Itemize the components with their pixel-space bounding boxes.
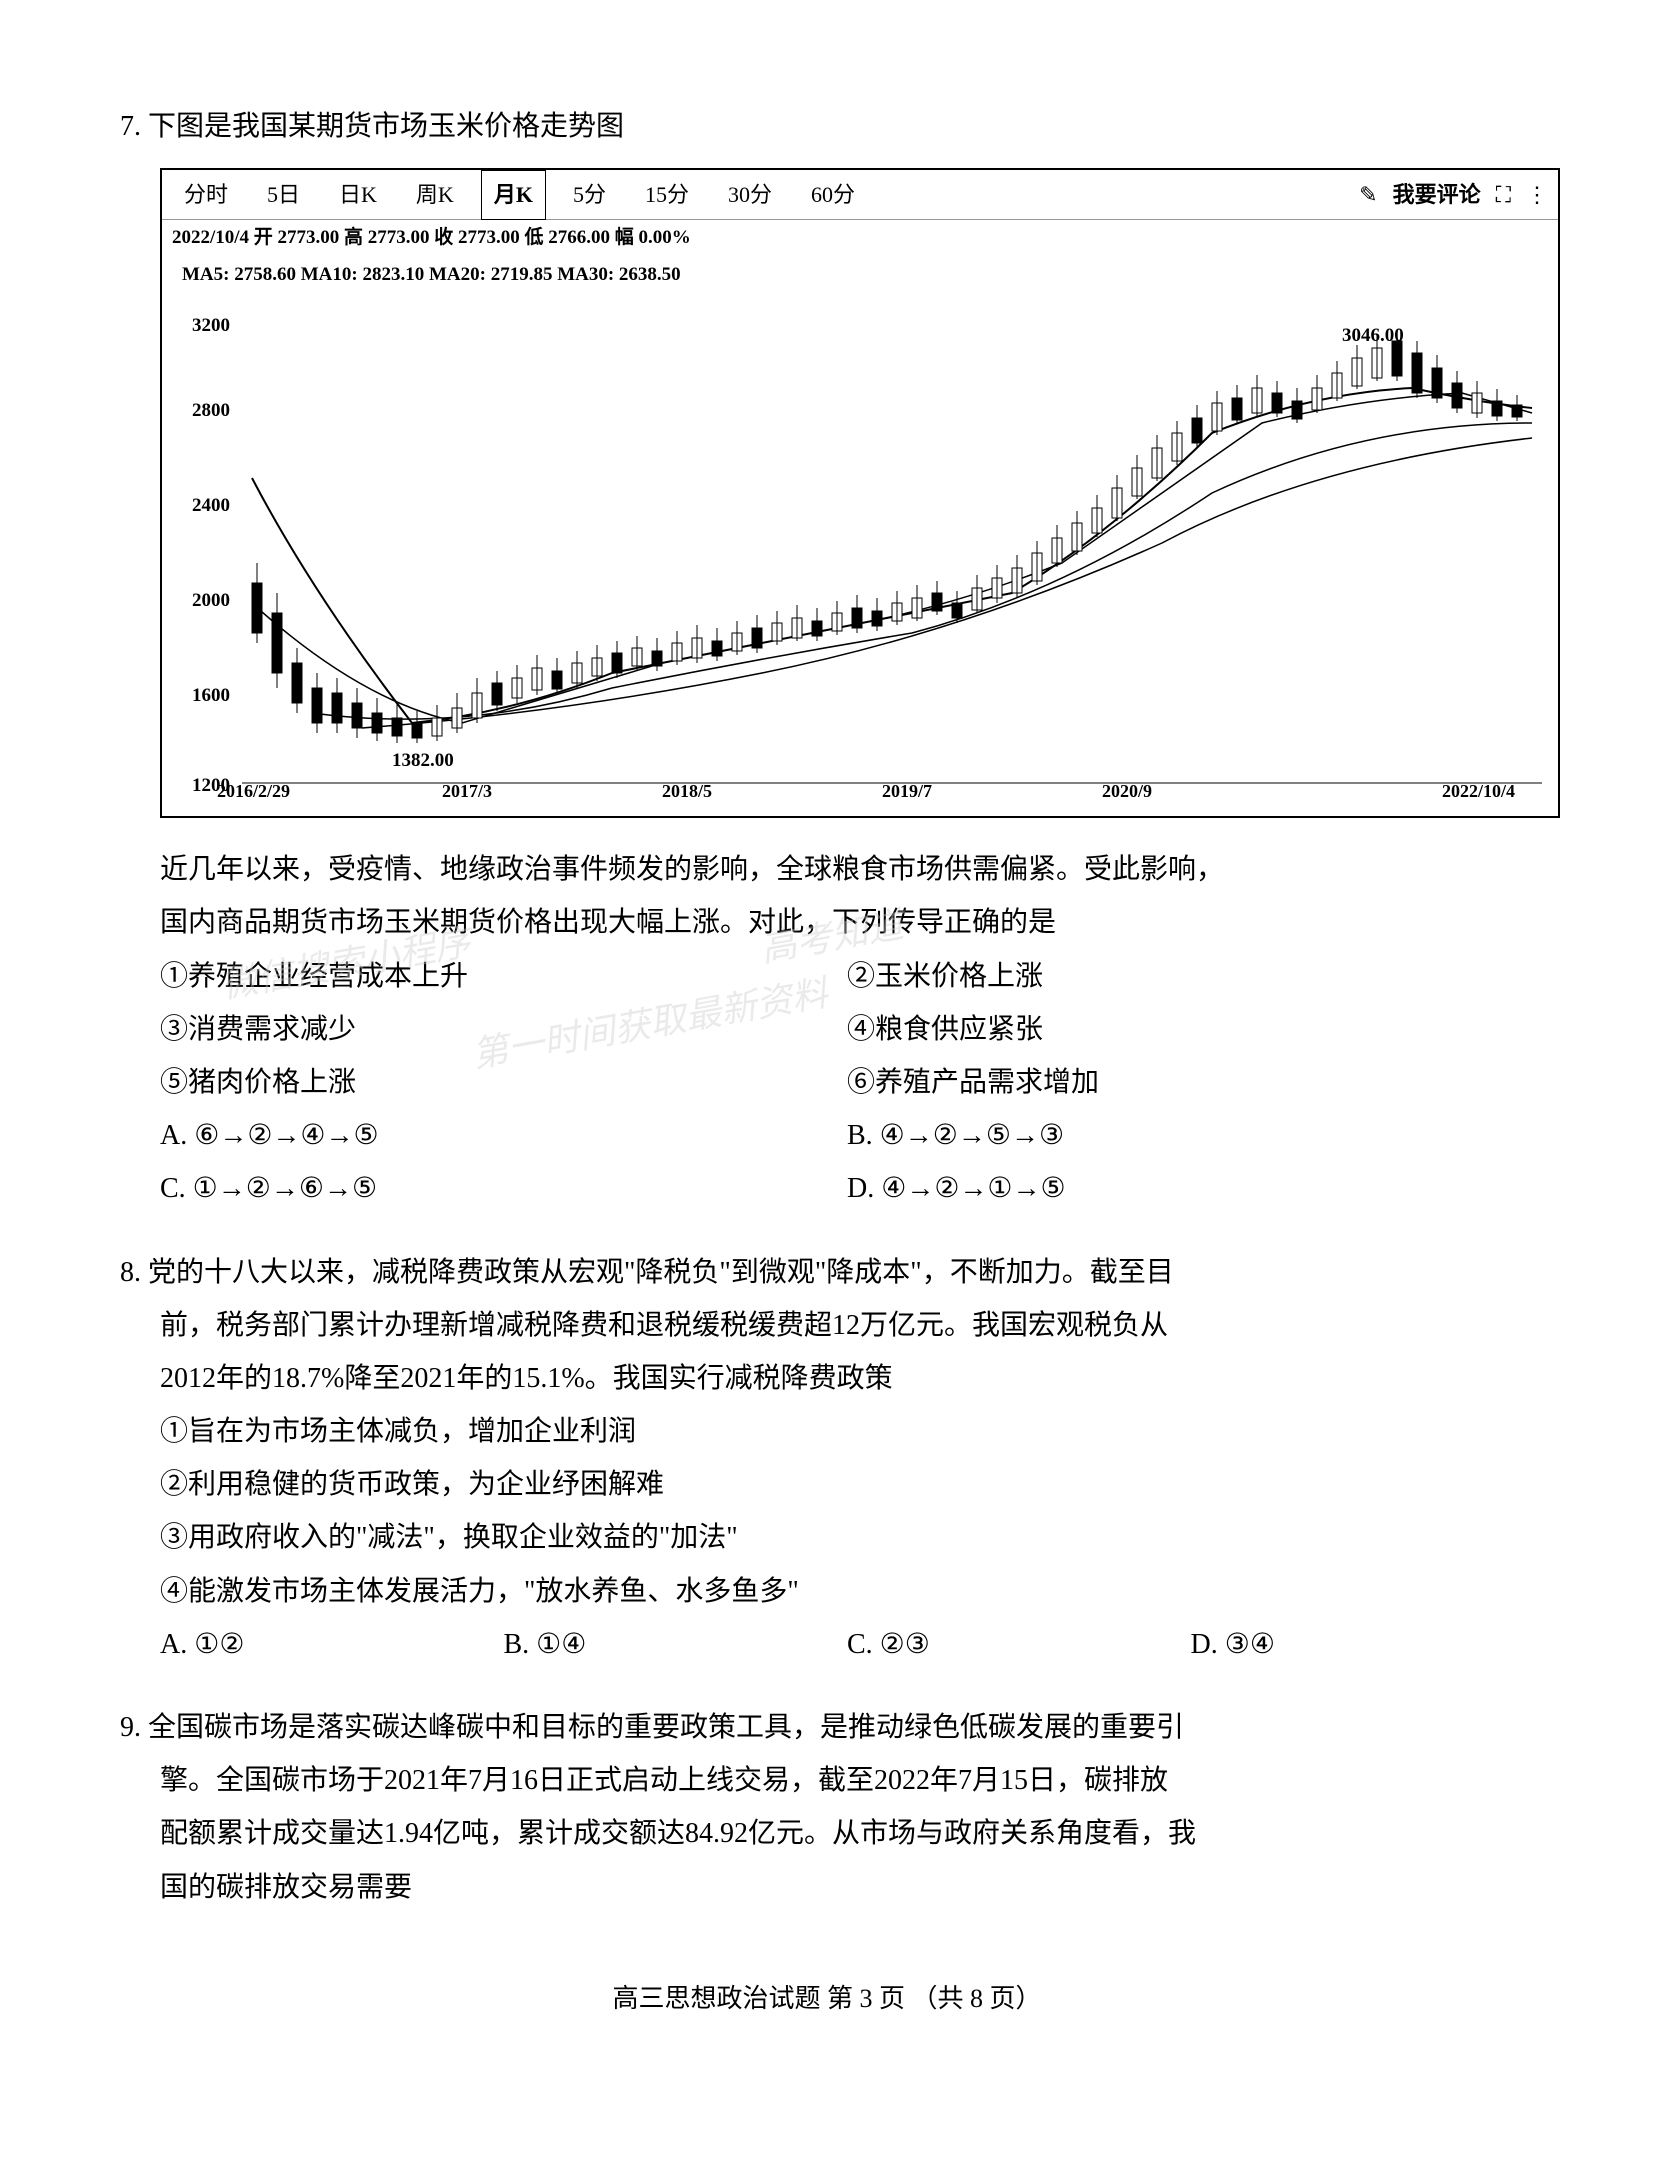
q8-item-3: ③用政府收入的"减法"，换取企业效益的"加法" [160,1511,1534,1564]
tab-15min[interactable]: 15分 [633,171,701,219]
toolbar-right: ✎ 我要评论 ⛶ ⋮ [1359,174,1548,216]
tab-weekk[interactable]: 周K [404,171,466,219]
q7-item-5: ⑤猪肉价格上涨 [160,1056,847,1109]
q7-answer-d: D. ④→②→①→⑤ [847,1162,1534,1215]
tab-5min[interactable]: 5分 [561,171,618,219]
q7-answers-row2: C. ①→②→⑥→⑤ D. ④→②→①→⑤ [160,1162,1534,1215]
expand-icon[interactable]: ⛶ [1496,174,1511,216]
tab-30min[interactable]: 30分 [716,171,784,219]
q7-title: 下图是我国某期货市场玉米价格走势图 [148,111,624,142]
q7-items-row1: ①养殖企业经营成本上升 ②玉米价格上涨 [160,950,1534,1003]
candlestick-chart-container: 分时 5日 日K 周K 月K 5分 15分 30分 60分 ✎ 我要评论 ⛶ ⋮ [160,168,1560,818]
q7-context-line2: 国内商品期货市场玉米期货价格出现大幅上涨。对此，下列传导正确的是 [160,896,1534,949]
q8-text3: 2012年的18.7%降至2021年的15.1%。我国实行减税降费政策 [160,1352,1534,1405]
q9-number: 9. [120,1712,141,1743]
q7-context: 近几年以来，受疫情、地缘政治事件频发的影响，全球粮食市场供需偏紧。受此影响， 国… [160,843,1534,949]
q7-item-1: ①养殖企业经营成本上升 [160,950,847,1003]
q8-item-4: ④能激发市场主体发展活力，"放水养鱼、水多鱼多" [160,1565,1534,1618]
q8-text1: 党的十八大以来，减税降费政策从宏观"降税负"到微观"降成本"，不断加力。截至目 [148,1257,1174,1288]
q7-context-line1: 近几年以来，受疫情、地缘政治事件频发的影响，全球粮食市场供需偏紧。受此影响， [160,843,1534,896]
q7-item-4: ④粮食供应紧张 [847,1003,1534,1056]
q9-text1: 全国碳市场是落实碳达峰碳中和目标的重要政策工具，是推动绿色低碳发展的重要引 [148,1712,1184,1743]
edit-icon[interactable]: ✎ [1359,174,1377,216]
comment-button[interactable]: 我要评论 [1393,174,1481,216]
question-8: 8. 党的十八大以来，减税降费政策从宏观"降税负"到微观"降成本"，不断加力。截… [120,1246,1534,1672]
q7-item-3: ③消费需求减少 [160,1003,847,1056]
question-9: 9. 全国碳市场是落实碳达峰碳中和目标的重要政策工具，是推动绿色低碳发展的重要引… [120,1701,1534,1914]
q8-answers: A. ①② B. ①④ C. ②③ D. ③④ [160,1618,1534,1671]
q8-answer-c: C. ②③ [847,1618,1191,1671]
tab-5day[interactable]: 5日 [255,171,312,219]
q7-answer-b: B. ④→②→⑤→③ [847,1109,1534,1162]
chart-plot-area: 3200 2800 2400 2000 1600 1200 2016/2/29 … [162,293,1558,813]
tab-monthk[interactable]: 月K [481,170,546,220]
q8-answer-d: D. ③④ [1191,1618,1535,1671]
chart-info-line2: MA5: 2758.60 MA10: 2823.10 MA20: 2719.85… [162,257,1558,293]
q9-text3: 配额累计成交量达1.94亿吨，累计成交额达84.92亿元。从市场与政府关系角度看… [160,1807,1534,1860]
q7-number: 7. [120,111,141,142]
q8-answer-b: B. ①④ [504,1618,848,1671]
q7-items-wrap: ①养殖企业经营成本上升 ②玉米价格上涨 ③消费需求减少 ④粮食供应紧张 ⑤猪肉价… [120,950,1534,1110]
toolbar-tabs: 分时 5日 日K 周K 月K 5分 15分 30分 60分 [172,170,867,220]
q7-header: 7. 下图是我国某期货市场玉米价格走势图 [120,100,1534,153]
q8-text2: 前，税务部门累计办理新增减税降费和退税缓税缓费超12万亿元。我国宏观税负从 [160,1299,1534,1352]
tab-dayk[interactable]: 日K [327,171,389,219]
q8-number: 8. [120,1257,141,1288]
question-7: 7. 下图是我国某期货市场玉米价格走势图 分时 5日 日K 周K 月K 5分 1… [120,100,1534,1216]
q8-line1: 8. 党的十八大以来，减税降费政策从宏观"降税负"到微观"降成本"，不断加力。截… [120,1246,1534,1299]
q7-answer-c: C. ①→②→⑥→⑤ [160,1162,847,1215]
menu-icon[interactable]: ⋮ [1526,174,1548,216]
q9-line1: 9. 全国碳市场是落实碳达峰碳中和目标的重要政策工具，是推动绿色低碳发展的重要引 [120,1701,1534,1754]
tab-fenshi[interactable]: 分时 [172,171,240,219]
q7-item-2: ②玉米价格上涨 [847,950,1534,1003]
tab-60min[interactable]: 60分 [799,171,867,219]
q7-answer-a: A. ⑥→②→④→⑤ [160,1109,847,1162]
q7-item-6: ⑥养殖产品需求增加 [847,1056,1534,1109]
q7-items-row2: ③消费需求减少 ④粮食供应紧张 [160,1003,1534,1056]
q9-text4: 国的碳排放交易需要 [160,1861,1534,1914]
q8-item-2: ②利用稳健的货币政策，为企业纾困解难 [160,1458,1534,1511]
q9-text2: 擎。全国碳市场于2021年7月16日正式启动上线交易，截至2022年7月15日，… [160,1754,1534,1807]
page-footer: 高三思想政治试题 第 3 页 （共 8 页） [120,1974,1534,2023]
q8-item-1: ①旨在为市场主体减负，增加企业利润 [160,1405,1534,1458]
q8-answer-a: A. ①② [160,1618,504,1671]
q7-items-row3: ⑤猪肉价格上涨 ⑥养殖产品需求增加 [160,1056,1534,1109]
chart-info-line1: 2022/10/4 开 2773.00 高 2773.00 收 2773.00 … [162,220,1558,257]
page-content: 7. 下图是我国某期货市场玉米价格走势图 分时 5日 日K 周K 月K 5分 1… [120,100,1534,2023]
chart-toolbar: 分时 5日 日K 周K 月K 5分 15分 30分 60分 ✎ 我要评论 ⛶ ⋮ [162,170,1558,220]
q7-answers-row1: A. ⑥→②→④→⑤ B. ④→②→⑤→③ [160,1109,1534,1162]
candlestick-svg [162,293,1562,793]
